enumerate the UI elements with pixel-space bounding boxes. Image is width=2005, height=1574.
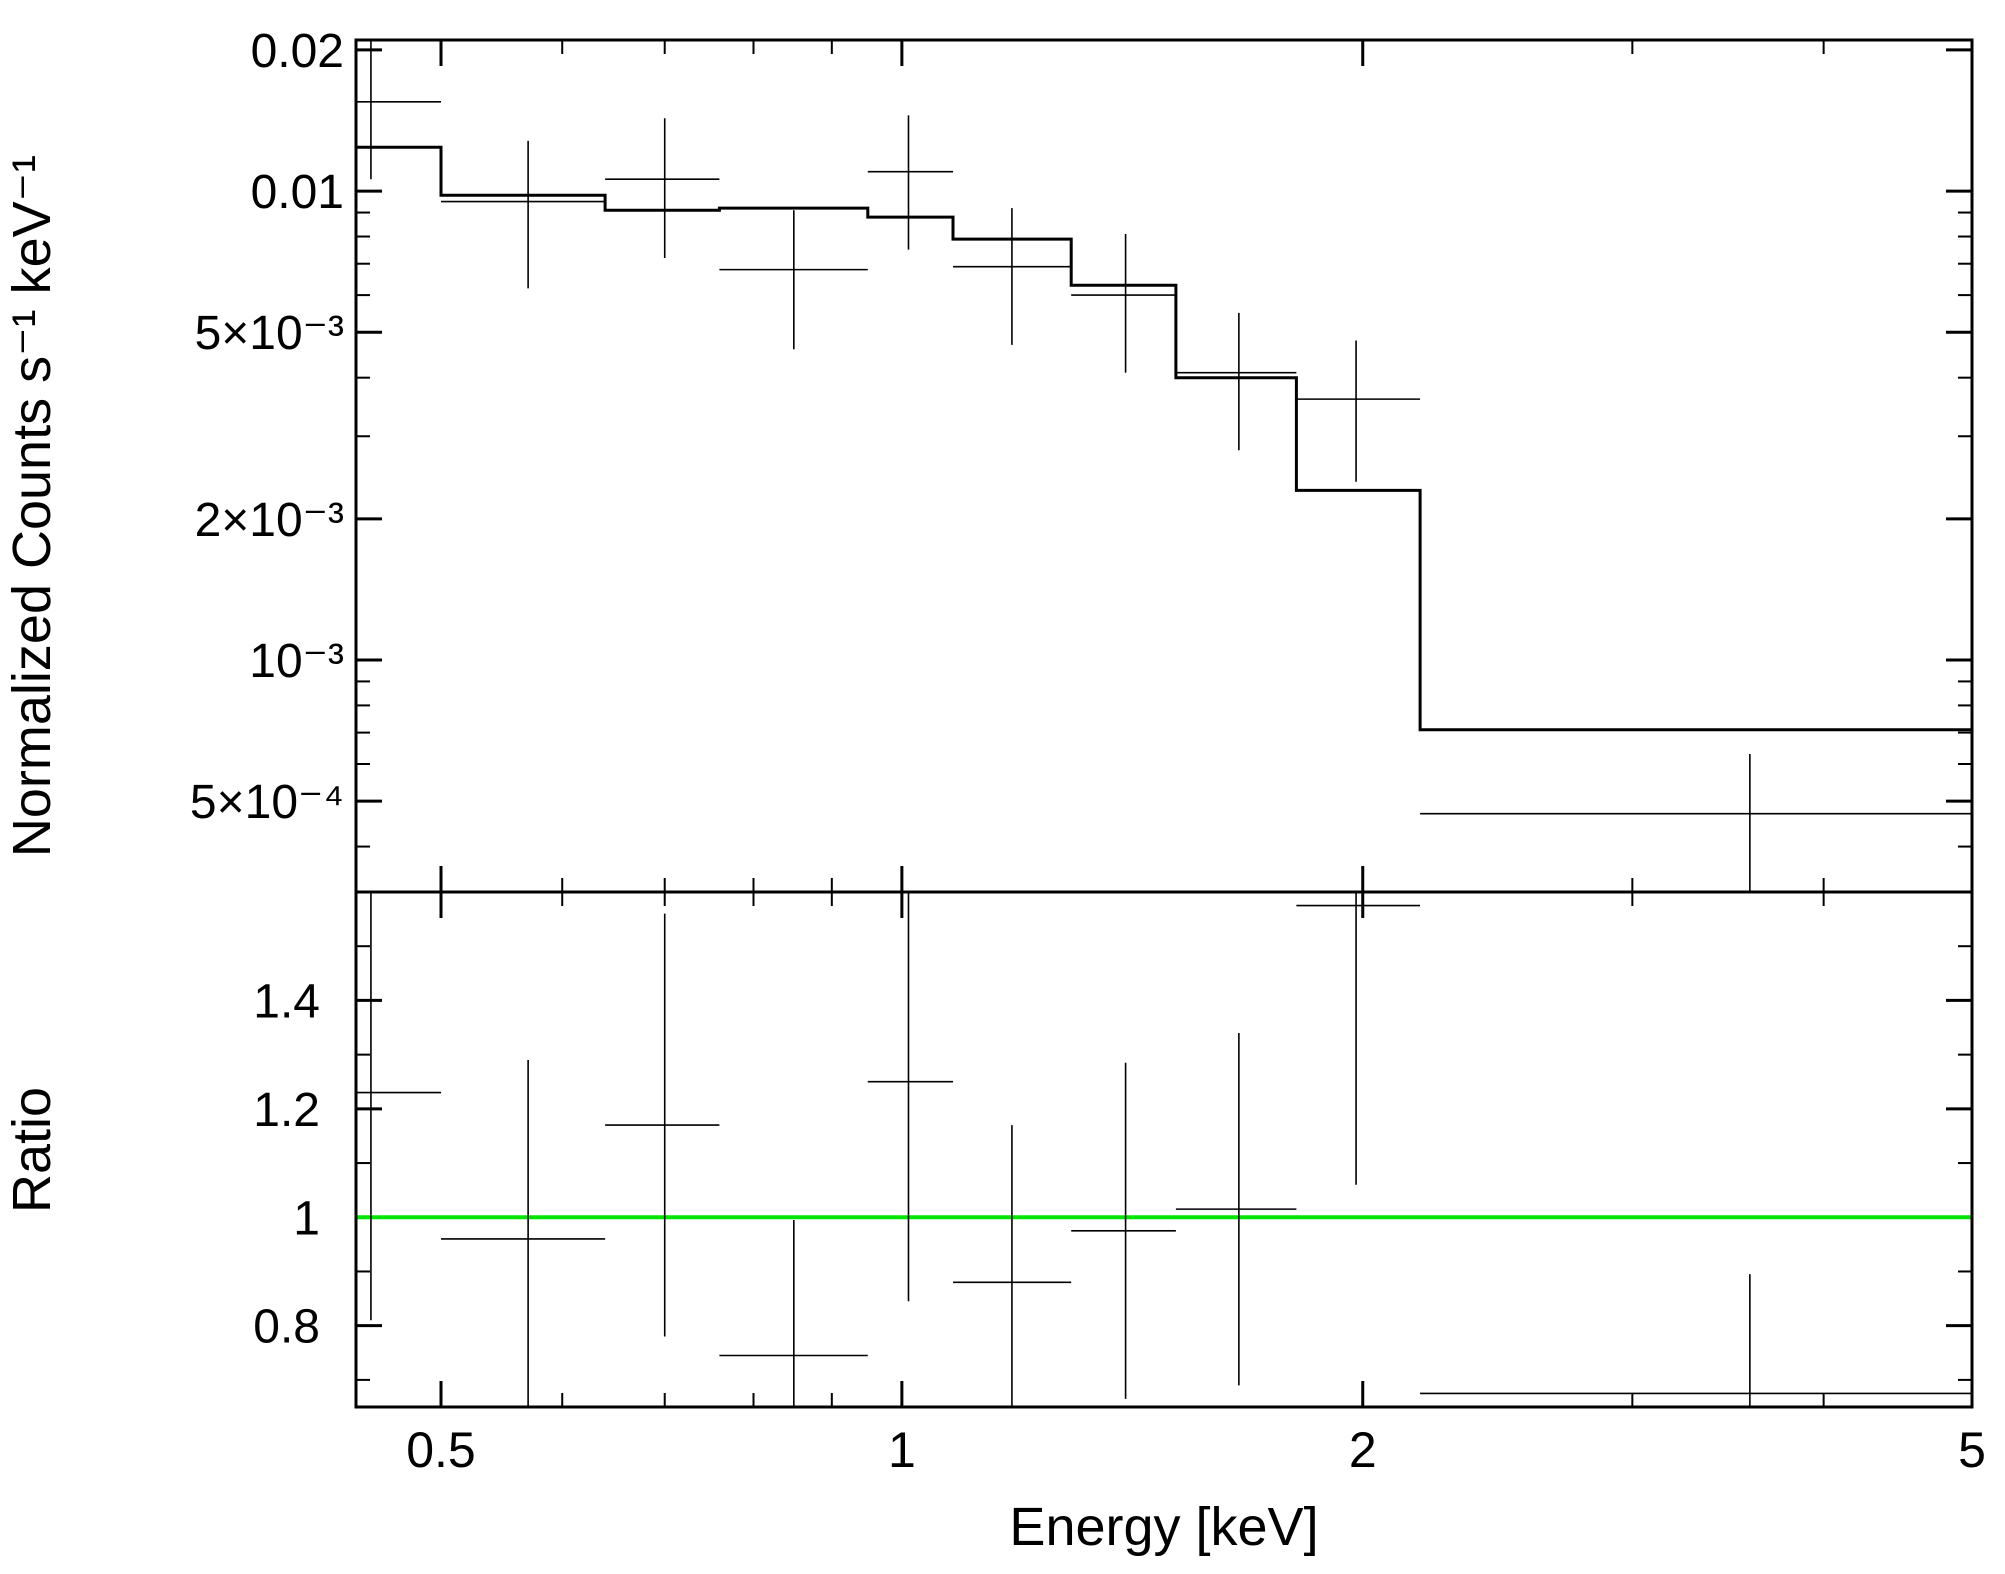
data-point	[867, 115, 954, 250]
ratio-frame	[354, 890, 1974, 1409]
spectrum-minor-ticks	[356, 40, 1972, 892]
ratio-panel: 0.8 1 1.2 1.4 Ratio	[2, 890, 1974, 1409]
y-tick-label: 5×10⁻³	[195, 307, 344, 360]
ratio-minor-ticks	[356, 892, 1972, 1407]
data-point	[1071, 233, 1176, 373]
x-tick-label: 1	[888, 1422, 916, 1478]
ratio-point	[953, 1125, 1072, 1407]
data-point	[605, 118, 720, 258]
y-tick-label: 10⁻³	[249, 635, 344, 688]
x-tick-label: 0.5	[406, 1422, 476, 1478]
data-point	[1420, 754, 1972, 892]
data-point	[953, 208, 1072, 345]
data-point	[356, 40, 441, 180]
ratio-point	[1071, 1062, 1176, 1399]
ratio-point	[1296, 892, 1421, 1185]
y-tick-label: 1.2	[253, 1084, 320, 1137]
y-tick-label: 1.4	[253, 975, 320, 1028]
model-step-line	[356, 145, 1972, 732]
ratio-crosses-series	[356, 892, 1972, 1407]
ratio-point	[719, 1219, 868, 1407]
y-tick-label: 1	[293, 1192, 320, 1245]
spectrum-panel: 0.02 0.01 5×10⁻³ 2×10⁻³ 10⁻³ 5×10⁻⁴ Normalize…	[2, 25, 1974, 894]
ratio-y-tick-labels: 0.8 1 1.2 1.4	[253, 975, 320, 1353]
y-tick-label: 0.01	[251, 166, 344, 219]
model-step-series	[356, 145, 1972, 732]
ratio-y-axis-title: Ratio	[2, 1087, 62, 1213]
spectrum-y-tick-labels: 0.02 0.01 5×10⁻³ 2×10⁻³ 10⁻³ 5×10⁻⁴	[190, 25, 344, 829]
y-tick-label: 0.8	[253, 1301, 320, 1354]
y-tick-label: 2×10⁻³	[195, 494, 344, 547]
ratio-point	[1175, 1032, 1297, 1386]
data-point	[719, 210, 868, 350]
data-point	[1175, 312, 1297, 451]
y-tick-label: 5×10⁻⁴	[190, 776, 344, 829]
ratio-point	[867, 892, 954, 1302]
spectrum-y-axis-title: Normalized Counts s⁻¹ keV⁻¹	[2, 155, 62, 857]
x-axis-title: Energy [keV]	[1009, 1497, 1318, 1557]
ratio-point	[605, 913, 720, 1337]
data-point	[440, 140, 606, 289]
ratio-point	[1420, 1274, 1972, 1407]
data-point	[1296, 340, 1421, 482]
ratio-point	[440, 1060, 606, 1407]
data-crosses-series	[356, 40, 1972, 892]
ratio-point	[356, 892, 441, 1321]
x-tick-labels: 0.5 1 2 5	[406, 1422, 1986, 1478]
x-tick-label: 2	[1349, 1422, 1377, 1478]
y-tick-label: 0.02	[251, 25, 344, 78]
x-tick-label: 5	[1958, 1422, 1986, 1478]
